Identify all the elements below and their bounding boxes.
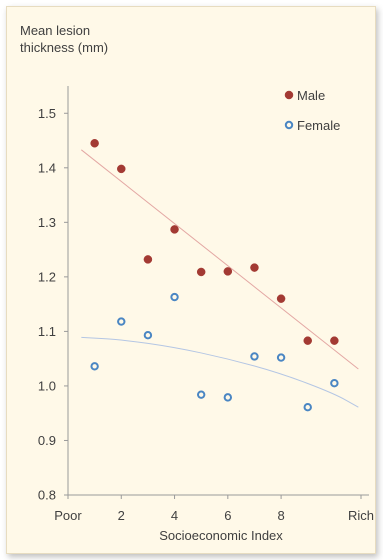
male-point-2 xyxy=(117,164,126,174)
female-point-2 xyxy=(117,317,126,326)
y-tick-label-5: 1.3 xyxy=(38,215,56,230)
male-point-8 xyxy=(276,294,286,303)
female-point-6 xyxy=(223,393,233,402)
male-point-6 xyxy=(223,267,233,276)
x-tick-label-0: Poor xyxy=(54,508,82,523)
female-point-5 xyxy=(196,390,206,399)
male-point-1 xyxy=(90,139,99,148)
x-tick-label-3: 6 xyxy=(224,508,231,523)
male-point-9 xyxy=(303,336,312,345)
x-axis-title: Socioeconomic Index xyxy=(159,528,283,543)
legend-label-male: Male xyxy=(297,88,325,103)
x-tick-label-1: 2 xyxy=(118,508,125,523)
y-tick-label-6: 1.4 xyxy=(38,160,56,175)
legend-label-female: Female xyxy=(297,118,340,133)
legend-marker-female xyxy=(284,120,294,130)
female-point-8 xyxy=(276,353,286,362)
male-point-4 xyxy=(170,225,179,234)
male-point-3 xyxy=(143,255,153,264)
female-point-7 xyxy=(250,352,259,361)
female-point-9 xyxy=(303,403,312,412)
y-axis-title-line-2: thickness (mm) xyxy=(20,40,108,55)
x-tick-label-4: 8 xyxy=(277,508,284,523)
male-trendline xyxy=(81,149,359,370)
y-tick-label-4: 1.2 xyxy=(38,269,56,284)
y-tick-label-7: 1.5 xyxy=(38,106,56,121)
female-point-1 xyxy=(90,362,99,371)
y-axis-title-line-1: Mean lesion xyxy=(20,23,90,38)
legend-marker-male xyxy=(284,90,294,100)
female-point-10 xyxy=(330,379,339,388)
male-point-7 xyxy=(250,263,259,272)
y-tick-label-3: 1.1 xyxy=(38,324,56,339)
female-point-3 xyxy=(143,331,153,340)
female-point-4 xyxy=(170,292,179,302)
y-tick-label-1: 0.9 xyxy=(38,433,56,448)
y-tick-label-2: 1.0 xyxy=(38,378,56,393)
male-point-5 xyxy=(196,267,206,277)
x-tick-label-2: 4 xyxy=(171,508,178,523)
y-tick-label-0: 0.8 xyxy=(38,488,56,503)
male-point-10 xyxy=(330,336,339,345)
female-trendline xyxy=(81,336,359,408)
x-tick-label-5: Rich xyxy=(348,508,374,523)
